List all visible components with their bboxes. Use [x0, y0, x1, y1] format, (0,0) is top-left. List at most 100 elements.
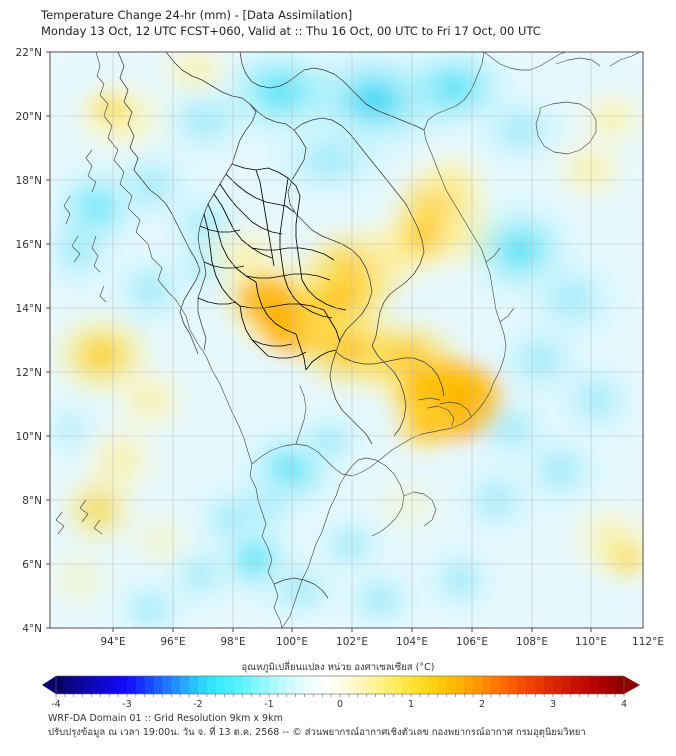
footer-line1: WRF-DA Domain 01 :: Grid Resolution 9km … [48, 713, 283, 724]
colorbar-swatch [242, 676, 252, 694]
plot-frame [49, 51, 644, 629]
colorbar-swatch [419, 676, 430, 694]
chart-title-line1: Temperature Change 24-hr (mm) - [Data As… [41, 8, 353, 22]
colorbar-swatches [56, 676, 625, 694]
colorbar-swatch [357, 676, 368, 694]
colorbar-swatch [411, 676, 421, 694]
colorbar-swatch [100, 676, 110, 694]
colorbar-tick-labels: -4 -3 -2 -1 0 1 2 3 4 [51, 699, 627, 710]
colorbar-swatch [508, 676, 518, 694]
colorbar-swatch [206, 676, 217, 694]
colorbar-swatch [393, 676, 403, 694]
colorbar-swatch [322, 676, 332, 694]
colorbar-swatch [277, 676, 288, 694]
colorbar-swatch [437, 676, 447, 694]
colorbar-swatch [171, 676, 181, 694]
colorbar-swatch [162, 676, 172, 694]
colorbar-swatch [553, 676, 563, 694]
colorbar-swatch [402, 676, 412, 694]
colorbar-swatch [535, 676, 545, 694]
colorbar-swatch [544, 676, 554, 694]
colorbar-swatch [215, 676, 226, 694]
colorbar-swatch [526, 676, 536, 694]
colorbar-swatch [56, 676, 66, 694]
colorbar-swatch [428, 676, 439, 694]
y-tick-label: 14°N [16, 303, 42, 315]
colorbar-swatch [490, 676, 501, 694]
colorbar-swatch [482, 676, 492, 694]
y-tick-label: 4°N [22, 623, 42, 635]
colorbar-swatch [269, 676, 279, 694]
colorbar-ticks [55, 694, 625, 697]
colorbar-swatch [375, 676, 385, 694]
colorbar-title: อุณหภูมิเปลี่ยนแปลง หน่วย องศาเซลเซียส (… [242, 660, 435, 673]
y-tick-label: 16°N [16, 239, 42, 251]
colorbar-swatch [455, 676, 465, 694]
y-tick-label: 12°N [16, 367, 42, 379]
colorbar-swatch [340, 676, 350, 694]
colorbar-swatch [464, 676, 474, 694]
colorbar-swatch [570, 676, 581, 694]
x-tick-label: 98°E [220, 636, 245, 648]
y-tick-label: 22°N [16, 47, 42, 59]
colorbar-swatch [366, 676, 376, 694]
colorbar-swatch [251, 676, 261, 694]
colorbar-swatch [260, 676, 270, 694]
y-tick-label: 18°N [16, 175, 42, 187]
y-tick-label: 8°N [22, 495, 42, 507]
colorbar-tick-label: 2 [479, 699, 485, 710]
colorbar-swatch [579, 676, 589, 694]
colorbar-swatch [473, 676, 483, 694]
colorbar-swatch [384, 676, 394, 694]
colorbar-swatch [144, 676, 155, 694]
colorbar-swatch [109, 676, 119, 694]
x-axis-labels: 94°E 96°E 98°E 100°E 102°E 104°E 106°E 1… [100, 636, 664, 648]
colorbar-swatch [153, 676, 163, 694]
colorbar-swatch [180, 676, 190, 694]
colorbar-swatch [331, 676, 341, 694]
colorbar-tick-label: 3 [550, 699, 556, 710]
colorbar-swatch [606, 676, 616, 694]
colorbar-tick-label: 1 [408, 699, 414, 710]
colorbar-swatch [348, 676, 359, 694]
colorbar-swatch [64, 676, 75, 694]
colorbar-swatch [189, 676, 199, 694]
footer-line2: ปรับปรุงข้อมูล ณ เวลา 19:00น. วัน จ. ที่… [48, 727, 586, 738]
y-tick-label: 6°N [22, 559, 42, 571]
x-tick-label: 110°E [575, 636, 607, 648]
colorbar-tick-label: -2 [193, 699, 202, 710]
axis-ticks [46, 51, 592, 632]
colorbar-swatch [73, 676, 84, 694]
colorbar-swatch [82, 676, 92, 694]
colorbar-swatch [135, 676, 146, 694]
international-borders [117, 52, 445, 599]
anomaly-field [50, 52, 643, 628]
province-boundaries [197, 163, 347, 371]
colorbar-swatch [615, 676, 625, 694]
y-tick-label: 20°N [16, 111, 42, 123]
colorbar-swatch [127, 676, 137, 694]
x-tick-label: 100°E [276, 636, 308, 648]
x-tick-label: 108°E [516, 636, 548, 648]
colorbar-swatch [304, 676, 314, 694]
colorbar-swatch [91, 676, 101, 694]
colorbar-tick-label: -3 [122, 699, 131, 710]
colorbar-swatch [118, 676, 128, 694]
colorbar-tick-label: -1 [264, 699, 273, 710]
x-tick-label: 106°E [456, 636, 488, 648]
colorbar-tick-label: 0 [337, 699, 343, 710]
colorbar-swatch [313, 676, 323, 694]
colorbar-swatch [295, 676, 305, 694]
colorbar-tick-label: -4 [51, 699, 60, 710]
colorbar-swatch [224, 676, 234, 694]
colorbar-swatch [233, 676, 243, 694]
colorbar-swatch [286, 676, 297, 694]
colorbar-swatch [561, 676, 572, 694]
coastlines [55, 52, 641, 628]
footer-block: WRF-DA Domain 01 :: Grid Resolution 9km … [48, 712, 664, 740]
x-tick-label: 96°E [160, 636, 185, 648]
x-tick-label: 102°E [336, 636, 368, 648]
colorbar-swatch [517, 676, 527, 694]
